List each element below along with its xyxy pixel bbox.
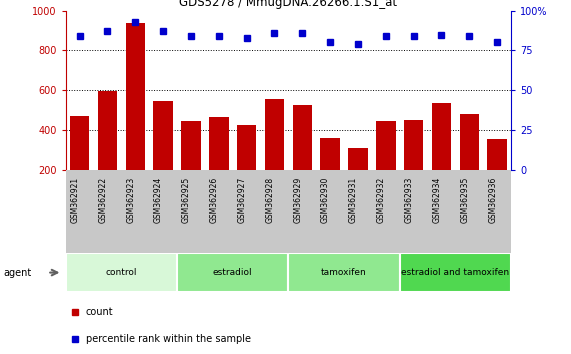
Bar: [376, 121, 396, 170]
Text: control: control: [106, 268, 137, 277]
Bar: [181, 121, 200, 170]
Bar: [177, 253, 288, 292]
Bar: [237, 125, 256, 170]
Text: GSM362936: GSM362936: [488, 177, 497, 223]
Bar: [126, 23, 145, 170]
Text: GSM362924: GSM362924: [154, 177, 163, 223]
Text: estradiol: estradiol: [213, 268, 252, 277]
Bar: [154, 101, 173, 170]
Bar: [348, 148, 368, 170]
Text: percentile rank within the sample: percentile rank within the sample: [86, 333, 251, 343]
Text: GSM362929: GSM362929: [293, 177, 302, 223]
Bar: [209, 117, 228, 170]
Bar: [488, 139, 507, 170]
Text: GSM362926: GSM362926: [210, 177, 219, 223]
Text: GSM362923: GSM362923: [126, 177, 135, 223]
Bar: [288, 253, 400, 292]
Text: GSM362927: GSM362927: [238, 177, 247, 223]
Bar: [460, 114, 479, 170]
Bar: [98, 91, 117, 170]
Text: GSM362922: GSM362922: [98, 177, 107, 223]
Text: GSM362931: GSM362931: [349, 177, 358, 223]
Text: GSM362925: GSM362925: [182, 177, 191, 223]
Text: GSM362934: GSM362934: [432, 177, 441, 223]
Text: GSM362921: GSM362921: [71, 177, 79, 223]
Text: GSM362933: GSM362933: [405, 177, 413, 223]
Bar: [432, 103, 451, 170]
Bar: [320, 138, 340, 170]
Text: estradiol and tamoxifen: estradiol and tamoxifen: [401, 268, 509, 277]
Text: GSM362932: GSM362932: [377, 177, 386, 223]
Text: agent: agent: [3, 268, 31, 278]
Text: GSM362928: GSM362928: [266, 177, 275, 223]
Bar: [404, 120, 423, 170]
Text: tamoxifen: tamoxifen: [321, 268, 367, 277]
Bar: [265, 99, 284, 170]
Text: count: count: [86, 307, 113, 317]
Bar: [292, 105, 312, 170]
Text: GSM362930: GSM362930: [321, 177, 330, 223]
Bar: [70, 116, 89, 170]
Bar: [400, 253, 511, 292]
Title: GDS5278 / MmugDNA.26266.1.S1_at: GDS5278 / MmugDNA.26266.1.S1_at: [179, 0, 397, 10]
Bar: [66, 253, 177, 292]
Text: GSM362935: GSM362935: [460, 177, 469, 223]
